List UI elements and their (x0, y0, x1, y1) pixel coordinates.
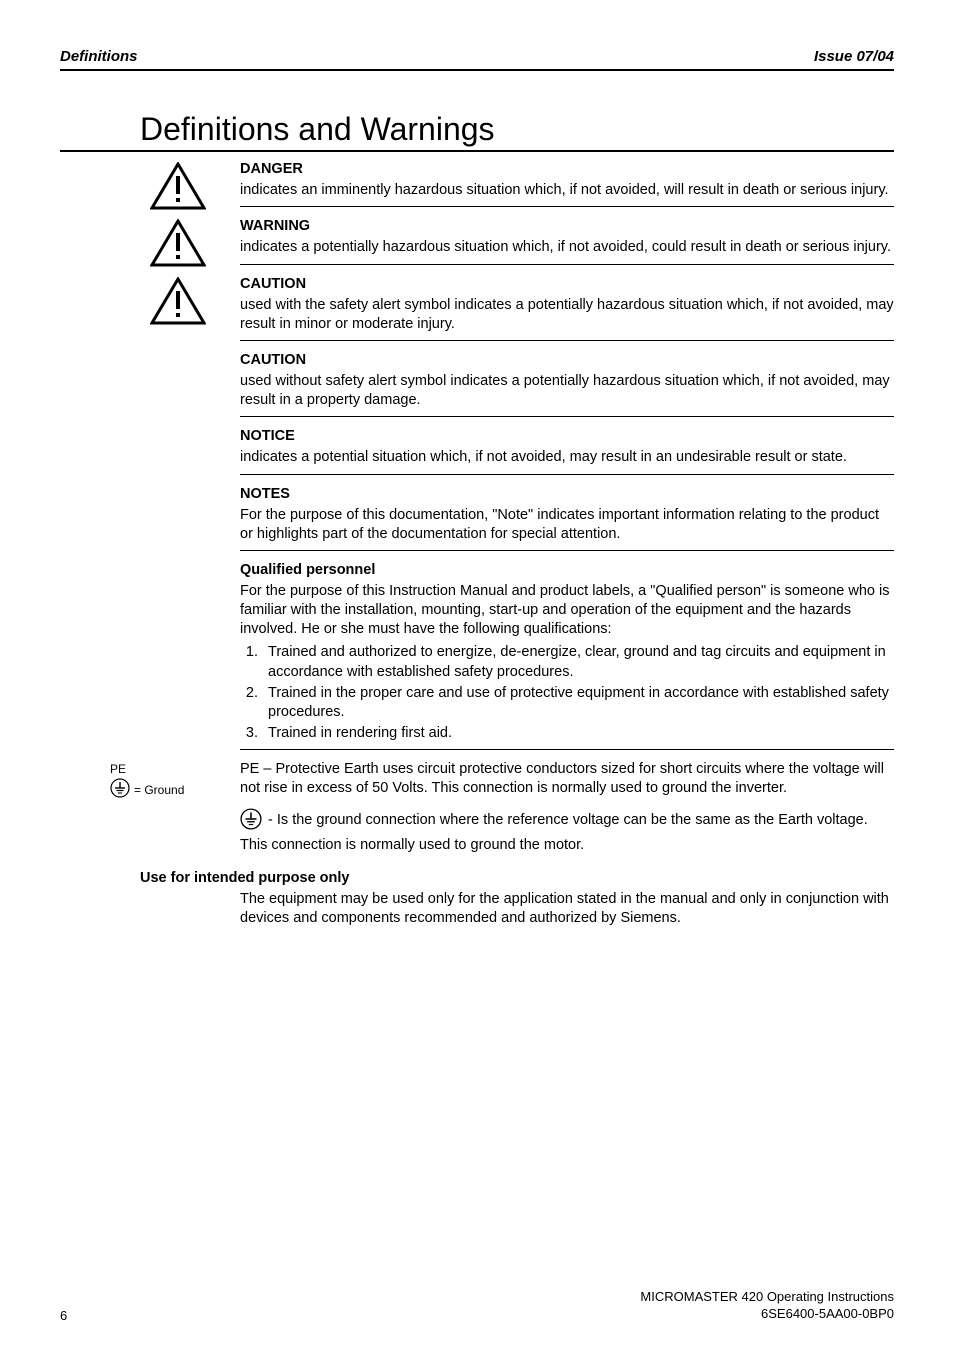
header-right: Issue 07/04 (814, 48, 894, 65)
ground-para2: - Is the ground connection where the ref… (240, 812, 868, 853)
warning-triangle-icon (150, 277, 206, 325)
section-heading: NOTICE (240, 427, 894, 446)
list-item: Trained in the proper care and use of pr… (262, 684, 894, 722)
intended-body: The equipment may be used only for the a… (240, 890, 894, 928)
qualified-list: Trained and authorized to energize, de-e… (240, 643, 894, 743)
footer-line1: MICROMASTER 420 Operating Instructions (640, 1289, 894, 1306)
pe-label: PE (110, 762, 225, 776)
title-rule (60, 150, 894, 152)
section-heading: CAUTION (240, 351, 894, 370)
section-caution-2: CAUTION used without safety alert symbol… (240, 351, 894, 417)
section-caution-1: CAUTION used with the safety alert symbo… (240, 275, 894, 341)
section-warning: WARNING indicates a potentially hazardou… (240, 217, 894, 264)
section-rule (240, 206, 894, 207)
warning-triangle-icon (150, 219, 206, 267)
page-number: 6 (60, 1308, 67, 1323)
intended-body-wrap: The equipment may be used only for the a… (240, 890, 894, 928)
footer-line2: 6SE6400-5AA00-0BP0 (640, 1306, 894, 1323)
ground-para2-line: - Is the ground connection where the ref… (240, 808, 894, 855)
section-notes: NOTES For the purpose of this documentat… (240, 485, 894, 551)
section-rule (240, 749, 894, 750)
qualified-intro: For the purpose of this Instruction Manu… (240, 582, 894, 639)
header-left: Definitions (60, 48, 138, 65)
ground-para1: PE – Protective Earth uses circuit prote… (240, 760, 894, 798)
section-body: indicates a potentially hazardous situat… (240, 238, 894, 257)
intended-heading: Use for intended purpose only (140, 870, 894, 886)
section-notice: NOTICE indicates a potential situation w… (240, 427, 894, 474)
section-body: indicates a potential situation which, i… (240, 448, 894, 467)
ground-equals-label: = Ground (134, 783, 184, 797)
ground-circle-icon (110, 778, 130, 801)
section-heading: CAUTION (240, 275, 894, 294)
section-body: indicates an imminently hazardous situat… (240, 181, 894, 200)
footer-right: MICROMASTER 420 Operating Instructions 6… (640, 1289, 894, 1323)
page-title: Definitions and Warnings (140, 111, 894, 150)
section-rule (240, 416, 894, 417)
header-rule (60, 69, 894, 71)
content-column: DANGER indicates an imminently hazardous… (240, 160, 894, 856)
page-footer: 6 MICROMASTER 420 Operating Instructions… (60, 1289, 894, 1323)
section-danger: DANGER indicates an imminently hazardous… (240, 160, 894, 207)
section-heading: Qualified personnel (240, 561, 894, 580)
section-rule (240, 474, 894, 475)
section-body: used with the safety alert symbol indica… (240, 296, 894, 334)
section-heading: WARNING (240, 217, 894, 236)
section-body: used without safety alert symbol indicat… (240, 372, 894, 410)
section-heading: NOTES (240, 485, 894, 504)
ground-side-label: PE = Ground (110, 762, 225, 802)
warning-triangle-icon (150, 162, 206, 210)
page: Definitions Issue 07/04 Definitions and … (0, 0, 954, 1351)
list-item: Trained and authorized to energize, de-e… (262, 643, 894, 681)
section-body: For the purpose of this documentation, "… (240, 506, 894, 544)
section-rule (240, 264, 894, 265)
section-heading: DANGER (240, 160, 894, 179)
section-rule (240, 550, 894, 551)
list-item: Trained in rendering first aid. (262, 724, 894, 743)
running-header: Definitions Issue 07/04 (60, 48, 894, 65)
section-rule (240, 340, 894, 341)
ground-circle-icon (240, 808, 262, 836)
section-qualified: Qualified personnel For the purpose of t… (240, 561, 894, 750)
section-ground: PE = Ground PE – Protective Earth us (240, 760, 894, 856)
